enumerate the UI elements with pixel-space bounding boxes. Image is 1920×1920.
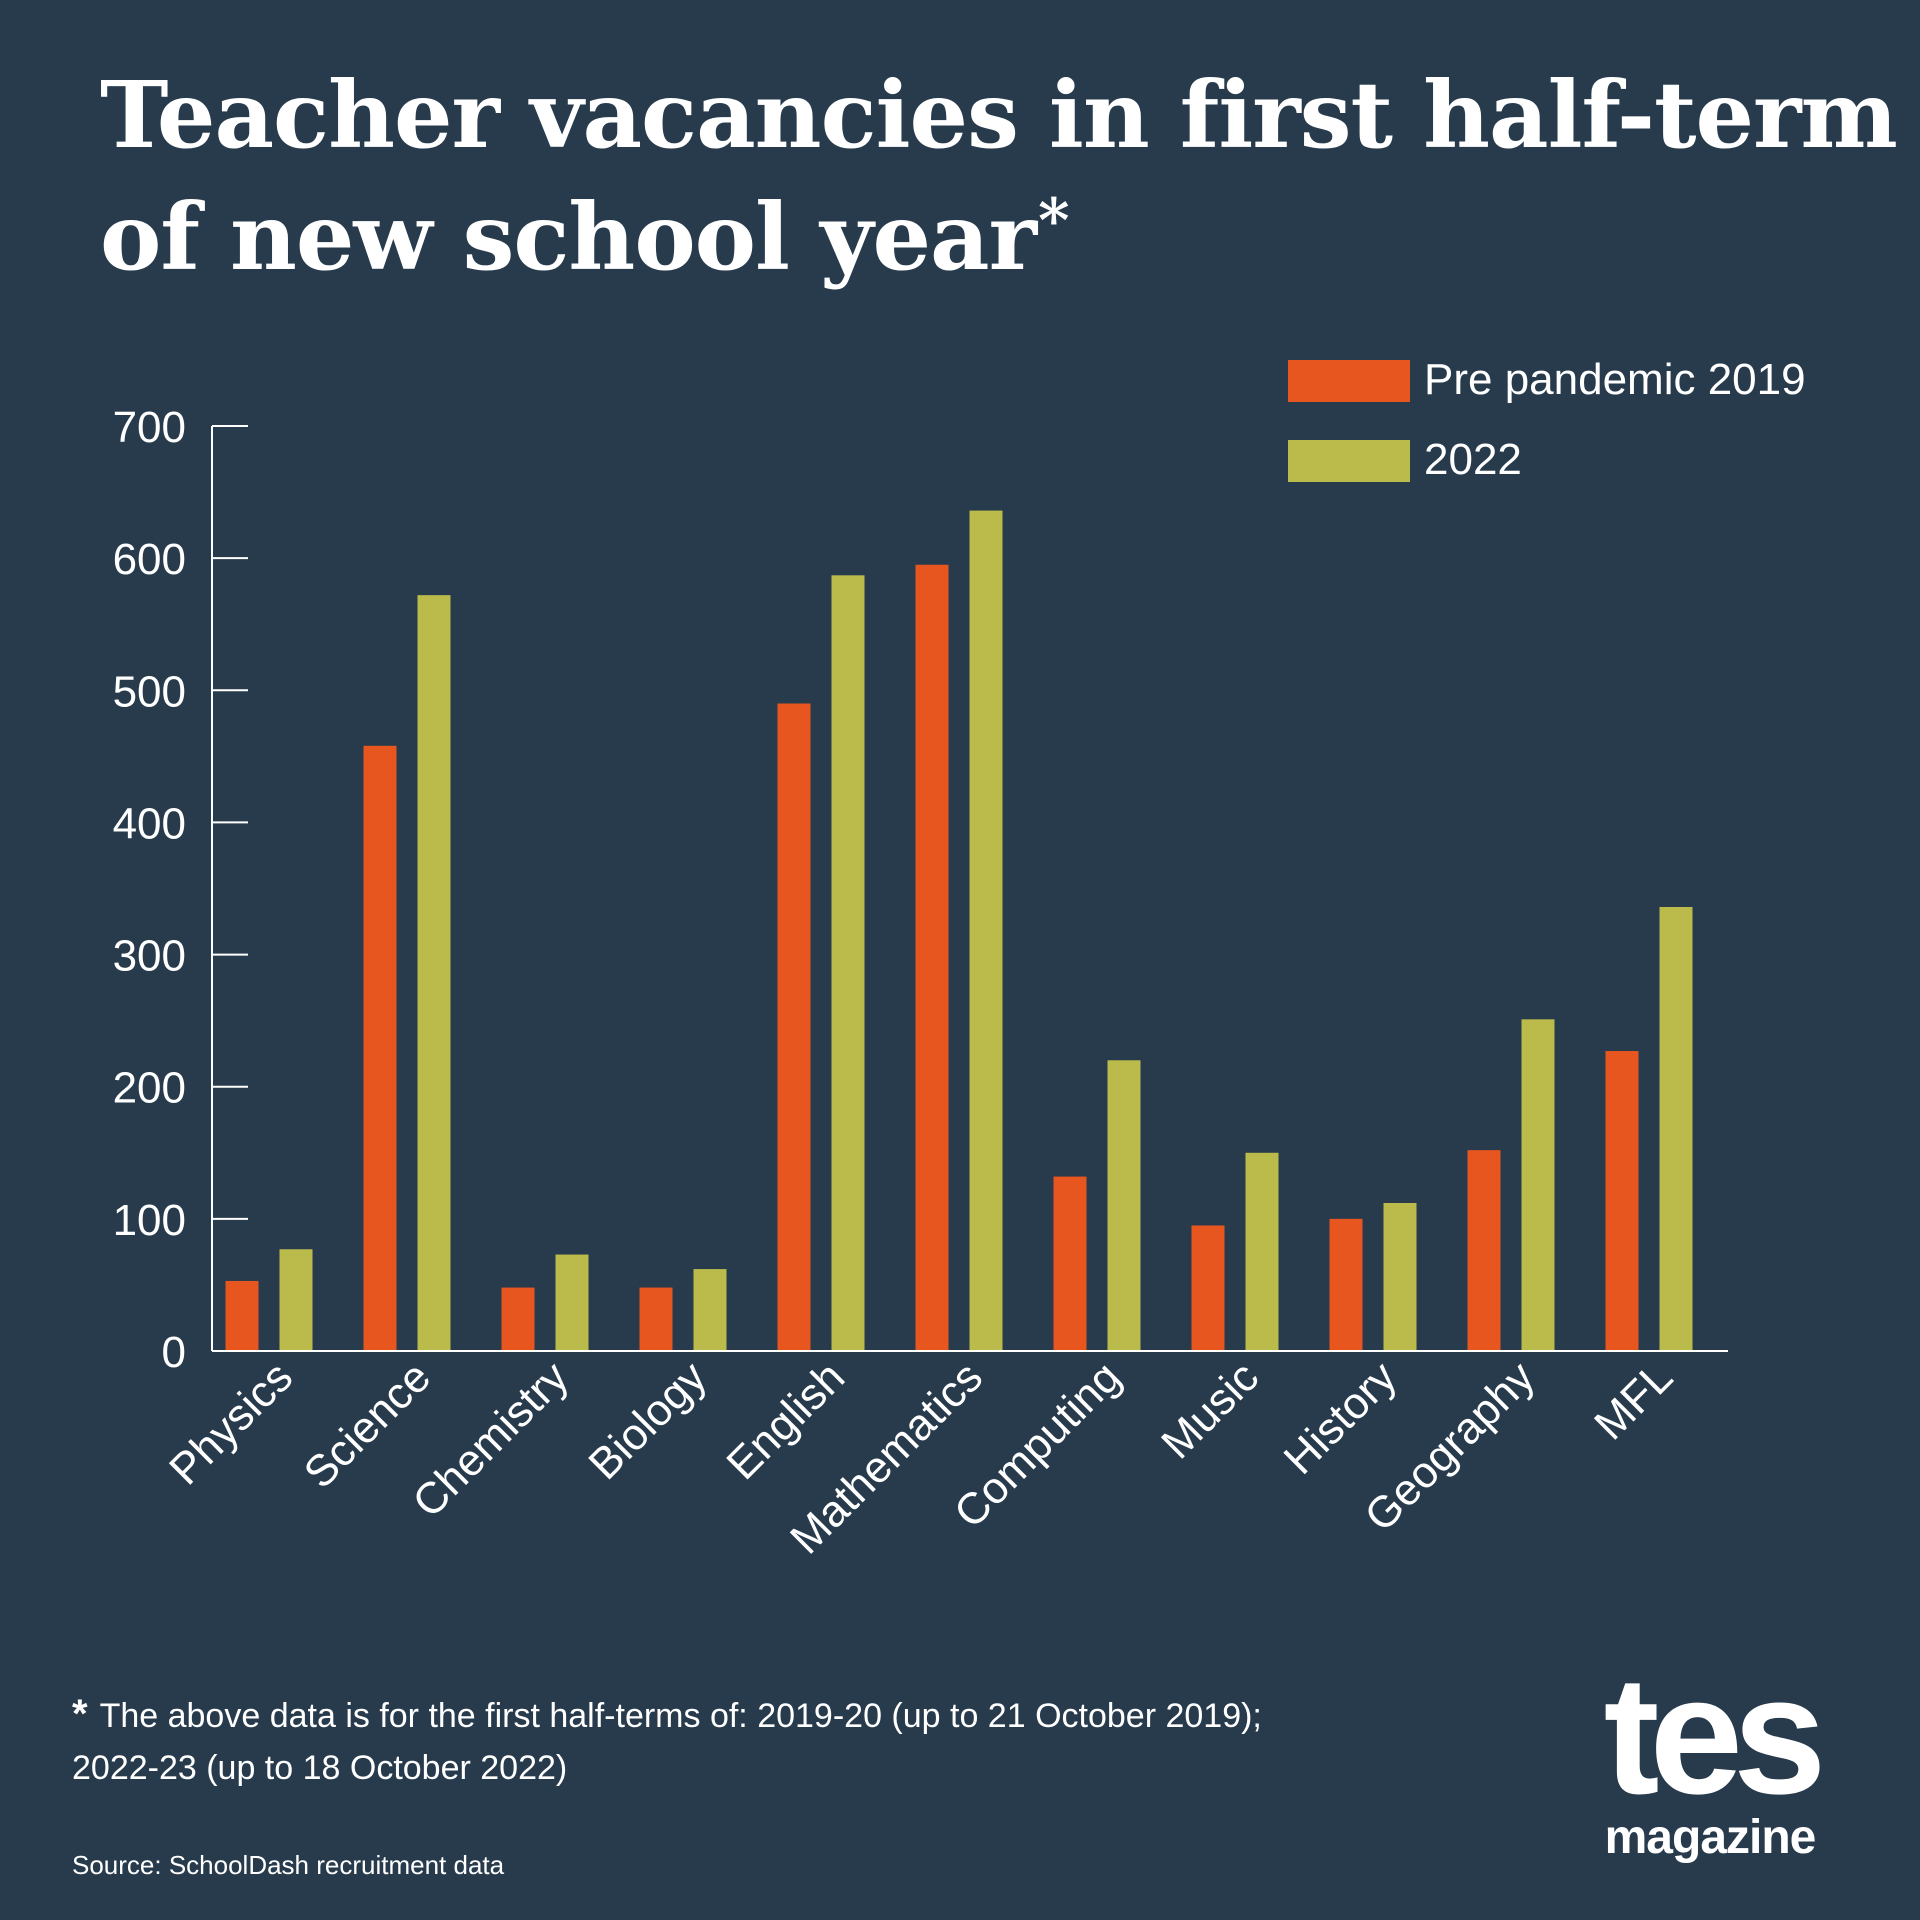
- footnote-text-1: The above data is for the first half-ter…: [99, 1697, 1262, 1735]
- x-tick-label: Biology: [579, 1352, 716, 1489]
- bar-2019-physics: [225, 1280, 259, 1351]
- bar-2022-music: [1245, 1152, 1279, 1351]
- bar-2019-computing: [1053, 1176, 1087, 1351]
- bar-2019-music: [1191, 1225, 1225, 1351]
- bar-2022-mfl: [1659, 907, 1693, 1351]
- footnote: * The above data is for the first half-te…: [72, 1688, 1262, 1794]
- y-tick-label: 400: [113, 799, 186, 848]
- legend: Pre pandemic 2019 2022: [1288, 355, 1806, 484]
- y-tick-label: 700: [113, 403, 186, 452]
- bar-2019-english: [777, 703, 811, 1351]
- bar-2022-chemistry: [555, 1254, 589, 1351]
- title-line-2-text: of new school year: [100, 183, 1037, 291]
- bar-2019-biology: [639, 1287, 673, 1351]
- chart-title: Teacher vacancies in first half-term of …: [100, 61, 1898, 290]
- title-line-1: Teacher vacancies in first half-term: [100, 61, 1898, 169]
- bar-chart: Pre pandemic 2019 2022 0 100 200 300 400 500 60…: [113, 355, 1806, 1563]
- x-tick-label: Music: [1152, 1352, 1268, 1468]
- y-tick-label: 100: [113, 1196, 186, 1245]
- bar-2019-chemistry: [501, 1287, 535, 1351]
- bar-2019-science: [363, 745, 397, 1351]
- y-tick-label: 300: [113, 932, 186, 981]
- footnote-text-2: 2022-23 (up to 18 October 2022): [72, 1749, 568, 1787]
- bar-2022-computing: [1107, 1060, 1141, 1351]
- bars: [225, 510, 1693, 1352]
- bar-2022-english: [831, 575, 865, 1351]
- bar-2019-geography: [1467, 1150, 1501, 1351]
- bar-2022-geography: [1521, 1019, 1555, 1351]
- logo-main-text: tes: [1603, 1641, 1827, 1829]
- bar-2022-biology: [693, 1269, 727, 1351]
- legend-label: Pre pandemic 2019: [1424, 355, 1806, 404]
- logo-sub-text: magazine: [1604, 1811, 1817, 1864]
- bar-2019-mathematics: [915, 564, 949, 1351]
- footnote-marker: *: [72, 1692, 88, 1736]
- bar-2022-history: [1383, 1203, 1417, 1351]
- bar-2022-science: [417, 595, 451, 1351]
- bar-2022-physics: [279, 1249, 313, 1351]
- x-tick-label: Science: [295, 1352, 440, 1497]
- bar-2019-history: [1329, 1218, 1363, 1351]
- y-tick-label: 600: [113, 535, 186, 584]
- footnote-line-1: * The above data is for the first half-te…: [72, 1688, 1262, 1742]
- legend-swatch: [1288, 440, 1410, 482]
- x-tick-label: History: [1275, 1352, 1406, 1483]
- source-note: Source: SchoolDash recruitment data: [72, 1850, 505, 1880]
- x-tick-label: English: [717, 1352, 854, 1489]
- x-tick-label: MFL: [1585, 1352, 1682, 1449]
- y-tick-label: 0: [162, 1328, 186, 1377]
- y-axis: 0 100 200 300 400 500 600 700: [113, 403, 248, 1377]
- y-tick-label: 200: [113, 1064, 186, 1113]
- title-line-2: of new school year*: [100, 168, 1897, 290]
- legend-swatch: [1288, 360, 1410, 402]
- title-footnote-marker: *: [1038, 186, 1069, 256]
- bar-2019-mfl: [1605, 1051, 1639, 1351]
- legend-label: 2022: [1424, 435, 1522, 484]
- bar-2022-mathematics: [969, 510, 1003, 1352]
- tes-magazine-logo: tes magazine: [1590, 1641, 1830, 1866]
- y-tick-label: 500: [113, 667, 186, 716]
